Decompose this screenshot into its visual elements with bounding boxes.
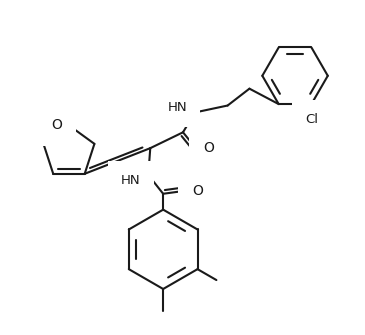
- Text: Cl: Cl: [305, 114, 318, 127]
- Text: O: O: [203, 141, 214, 155]
- Text: HN: HN: [167, 101, 187, 114]
- Text: O: O: [51, 118, 62, 132]
- Text: HN: HN: [121, 175, 141, 187]
- Text: O: O: [192, 184, 203, 198]
